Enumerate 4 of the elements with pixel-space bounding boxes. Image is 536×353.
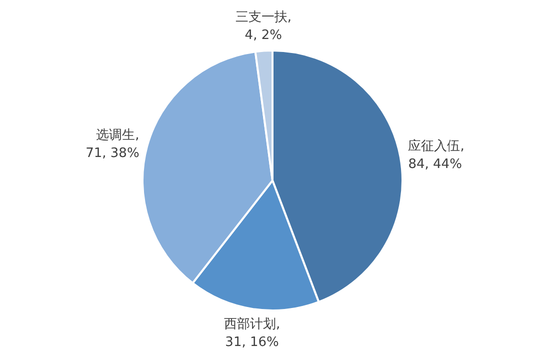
- slice-label: 选调生, 71, 38%: [86, 128, 140, 161]
- slice-label: 西部计划, 31, 16%: [224, 316, 280, 350]
- slice-label: 三支一扶, 4, 2%: [235, 10, 292, 43]
- slice-label: 应征入伍, 84, 44%: [408, 138, 464, 172]
